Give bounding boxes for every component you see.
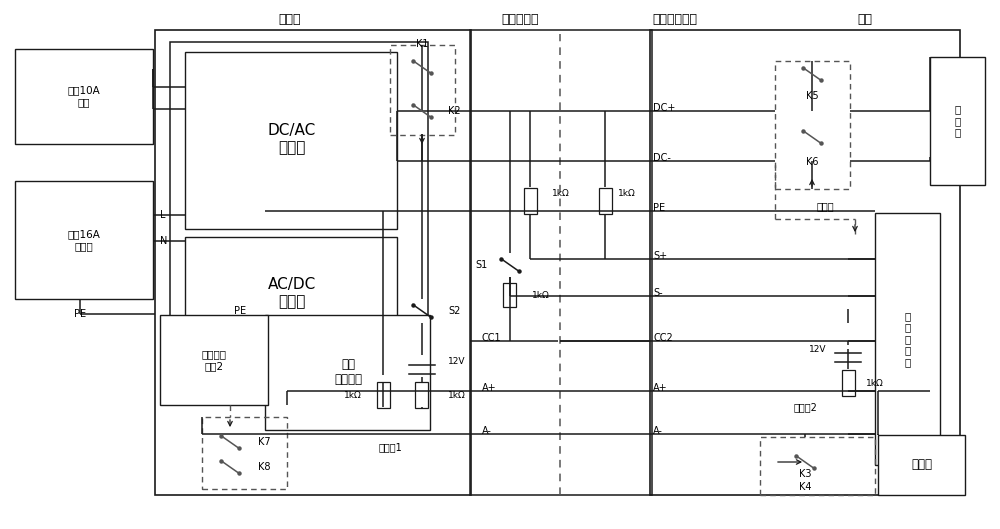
Bar — [875, 213, 940, 465]
Text: K7: K7 — [258, 437, 271, 447]
Text: 电
池
包: 电 池 包 — [954, 104, 961, 138]
Text: PE: PE — [653, 203, 665, 213]
Bar — [775, 61, 850, 189]
Bar — [878, 435, 965, 495]
Bar — [415, 382, 428, 408]
Text: K2: K2 — [448, 106, 461, 116]
Text: 检测点2: 检测点2 — [793, 402, 817, 412]
Text: 12V: 12V — [808, 345, 826, 354]
Text: K5: K5 — [806, 91, 818, 101]
Text: PE: PE — [234, 306, 246, 316]
Text: A+: A+ — [482, 383, 497, 393]
Text: A-: A- — [653, 426, 663, 436]
Text: L: L — [160, 210, 166, 220]
Text: K4: K4 — [799, 482, 811, 492]
Text: CC1: CC1 — [482, 333, 502, 343]
Text: 国标10A
插排: 国标10A 插排 — [68, 85, 100, 107]
Bar — [503, 283, 516, 307]
Bar — [265, 315, 430, 430]
Bar — [376, 382, 390, 408]
Bar — [470, 30, 652, 495]
Bar — [202, 417, 287, 489]
Text: 1kΩ: 1kΩ — [618, 189, 636, 198]
Text: 蓄电池: 蓄电池 — [911, 459, 932, 471]
Text: 1kΩ: 1kΩ — [448, 390, 466, 399]
Text: 1kΩ: 1kΩ — [532, 290, 550, 299]
Text: 12V: 12V — [448, 358, 466, 367]
Text: S2: S2 — [448, 306, 460, 316]
Bar — [842, 370, 855, 396]
Text: PE: PE — [74, 309, 86, 319]
Text: 1kΩ: 1kΩ — [344, 390, 362, 399]
Text: S1: S1 — [476, 260, 488, 270]
Bar — [598, 188, 612, 214]
Bar — [930, 57, 985, 185]
Text: 检测点1: 检测点1 — [378, 442, 402, 452]
Bar — [185, 52, 397, 229]
Text: 国标16A
三插头: 国标16A 三插头 — [68, 229, 100, 251]
Text: 低压辅助
电源2: 低压辅助 电源2 — [202, 349, 226, 371]
Text: K6: K6 — [806, 157, 818, 167]
Text: 1kΩ: 1kΩ — [552, 189, 570, 198]
Text: A-: A- — [482, 426, 492, 436]
Bar — [160, 315, 268, 405]
Bar — [390, 45, 455, 135]
Text: DC/AC
逆变器: DC/AC 逆变器 — [268, 123, 316, 155]
Bar — [760, 437, 875, 495]
Text: DC+: DC+ — [653, 103, 675, 113]
Text: 车
辆
控
制
器: 车 辆 控 制 器 — [904, 311, 911, 367]
Text: K8: K8 — [258, 462, 270, 472]
Bar — [155, 30, 471, 495]
Bar — [170, 42, 428, 354]
Bar — [15, 49, 153, 144]
Text: CC2: CC2 — [653, 333, 673, 343]
Bar — [185, 237, 397, 349]
Text: 直流充电插座: 直流充电插座 — [652, 13, 698, 25]
Text: K3: K3 — [799, 469, 811, 479]
Text: 1kΩ: 1kΩ — [866, 379, 884, 388]
Text: 车身地: 车身地 — [816, 201, 834, 211]
Text: 检测
控制装置: 检测 控制装置 — [334, 358, 362, 386]
Bar — [15, 181, 153, 299]
Bar — [650, 30, 960, 495]
Bar — [524, 188, 536, 214]
Text: N: N — [160, 236, 167, 246]
Text: AC/DC
转换器: AC/DC 转换器 — [268, 277, 316, 309]
Text: DC-: DC- — [653, 153, 671, 163]
Text: S-: S- — [653, 288, 663, 298]
Text: S+: S+ — [653, 251, 667, 261]
Text: 控制盒: 控制盒 — [279, 13, 301, 25]
Text: K1: K1 — [416, 39, 428, 49]
Text: 直流充电枪: 直流充电枪 — [501, 13, 539, 25]
Text: A+: A+ — [653, 383, 668, 393]
Text: 车辆: 车辆 — [858, 13, 872, 25]
